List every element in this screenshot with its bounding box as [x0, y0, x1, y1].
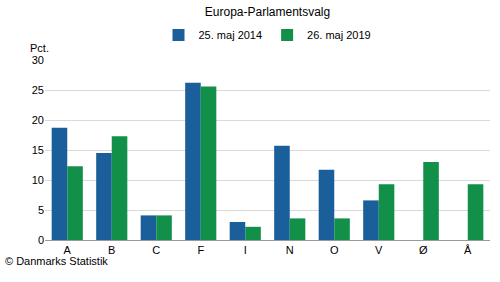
- svg-text:I: I: [244, 244, 247, 256]
- svg-text:Ø: Ø: [419, 244, 428, 256]
- svg-text:C: C: [152, 244, 160, 256]
- svg-text:0: 0: [38, 234, 44, 246]
- svg-text:V: V: [375, 244, 383, 256]
- svg-text:20: 20: [32, 114, 44, 126]
- svg-text:26. maj 2019: 26. maj 2019: [307, 29, 371, 41]
- svg-text:B: B: [108, 244, 115, 256]
- svg-text:N: N: [286, 244, 294, 256]
- svg-text:30: 30: [32, 54, 44, 66]
- svg-text:Europa-Parlamentsvalg: Europa-Parlamentsvalg: [205, 5, 330, 19]
- svg-text:10: 10: [32, 174, 44, 186]
- svg-text:F: F: [197, 244, 204, 256]
- svg-text:© Danmarks Statistik: © Danmarks Statistik: [5, 255, 108, 267]
- svg-text:15: 15: [32, 144, 44, 156]
- svg-text:Pct.: Pct.: [30, 42, 49, 54]
- svg-text:25. maj 2014: 25. maj 2014: [199, 29, 263, 41]
- svg-text:A: A: [64, 244, 72, 256]
- svg-text:Å: Å: [464, 244, 472, 256]
- svg-text:O: O: [330, 244, 339, 256]
- svg-text:25: 25: [32, 84, 44, 96]
- svg-text:5: 5: [38, 204, 44, 216]
